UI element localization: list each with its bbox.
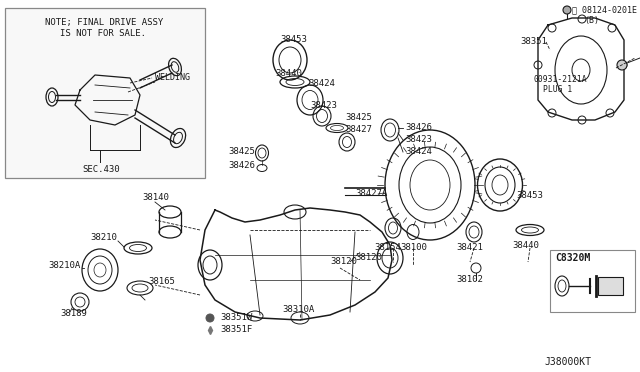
Text: 38426: 38426: [405, 124, 432, 132]
Text: J38000KT: J38000KT: [544, 357, 591, 367]
Text: 38421: 38421: [456, 244, 483, 253]
Text: 38425: 38425: [345, 113, 372, 122]
Text: WELDING: WELDING: [155, 74, 190, 83]
Text: 38440: 38440: [275, 68, 302, 77]
Text: (B): (B): [584, 16, 599, 25]
Text: 38423: 38423: [405, 135, 432, 144]
Circle shape: [563, 6, 571, 14]
Bar: [550, 250, 635, 312]
Text: 38310A: 38310A: [282, 305, 314, 314]
Text: 38120: 38120: [330, 257, 357, 266]
Text: 38424: 38424: [308, 78, 335, 87]
Text: 38189: 38189: [60, 310, 87, 318]
Text: 38165: 38165: [148, 278, 175, 286]
Text: C8320M: C8320M: [555, 253, 590, 263]
Text: 38140: 38140: [142, 193, 169, 202]
Circle shape: [617, 60, 627, 70]
Text: 38210A: 38210A: [48, 260, 80, 269]
Text: NOTE; FINAL DRIVE ASSY: NOTE; FINAL DRIVE ASSY: [45, 17, 163, 26]
Text: IS NOT FOR SALE.: IS NOT FOR SALE.: [60, 29, 146, 38]
Text: 38453: 38453: [280, 35, 307, 45]
Text: 38440: 38440: [512, 241, 539, 250]
Text: 00931-2121A: 00931-2121A: [534, 76, 588, 84]
Text: SEC.430: SEC.430: [82, 166, 120, 174]
Text: 38423: 38423: [310, 100, 337, 109]
Text: 38351W: 38351W: [220, 314, 252, 323]
Text: 38351F: 38351F: [220, 326, 252, 334]
Text: 38427: 38427: [345, 125, 372, 135]
Bar: [598, 277, 623, 295]
Text: 38210: 38210: [90, 234, 117, 243]
Text: 38351: 38351: [520, 38, 547, 46]
Bar: [5, 8, 205, 178]
Text: 38425: 38425: [228, 148, 255, 157]
Circle shape: [206, 314, 214, 322]
Text: 38100: 38100: [400, 244, 427, 253]
Text: PLUG 1: PLUG 1: [543, 86, 572, 94]
Text: 38453: 38453: [516, 190, 543, 199]
Text: Ⓑ 08124-0201E: Ⓑ 08124-0201E: [572, 6, 637, 15]
Text: 38427A: 38427A: [355, 189, 387, 198]
Text: 38154: 38154: [374, 244, 401, 253]
Text: 38120: 38120: [355, 253, 382, 263]
Text: 38426: 38426: [228, 160, 255, 170]
Text: 38424: 38424: [405, 148, 432, 157]
Text: 38102: 38102: [456, 276, 483, 285]
